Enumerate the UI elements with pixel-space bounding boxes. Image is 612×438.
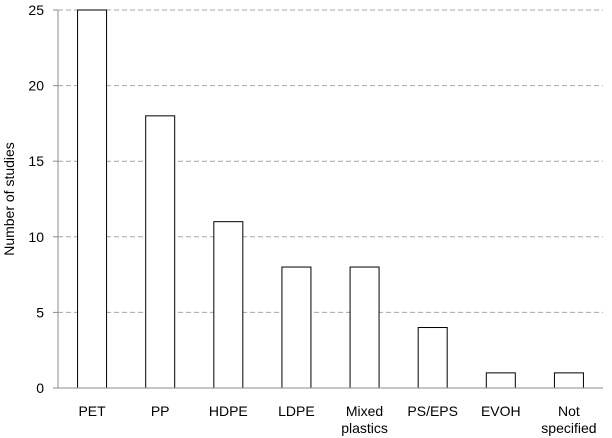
bar-ps-eps — [417, 327, 448, 389]
gridlines — [58, 9, 603, 313]
x-tick-label: LDPE — [278, 403, 315, 419]
bar-not-specified — [553, 372, 584, 389]
bars — [77, 9, 584, 389]
y-axis-title: Number of studies — [1, 142, 17, 256]
bar-ldpe — [281, 266, 312, 389]
bar-hdpe — [213, 221, 244, 389]
y-tick-label: 10 — [28, 229, 44, 245]
x-tick-label: specified — [541, 420, 596, 436]
x-tick-label: PET — [78, 403, 106, 419]
y-tick-label: 15 — [28, 153, 44, 169]
x-tick-label: EVOH — [481, 403, 521, 419]
x-tick-label: plastics — [341, 420, 388, 436]
x-tick-label: PP — [151, 403, 170, 419]
y-tick-label: 5 — [36, 304, 44, 320]
x-tick-label: HDPE — [209, 403, 248, 419]
y-tick-label: 20 — [28, 78, 44, 94]
bar-evoh — [485, 372, 516, 389]
bar-mixed-plastics — [349, 266, 380, 389]
y-tick-label: 0 — [36, 380, 44, 396]
x-tick-label: Not — [558, 403, 580, 419]
axes — [53, 9, 603, 389]
bar-pet — [77, 9, 108, 389]
x-tick-label: PS/EPS — [407, 403, 458, 419]
x-tick-label: Mixed — [346, 403, 383, 419]
bar-pp — [145, 115, 176, 389]
y-tick-label: 25 — [28, 2, 44, 18]
